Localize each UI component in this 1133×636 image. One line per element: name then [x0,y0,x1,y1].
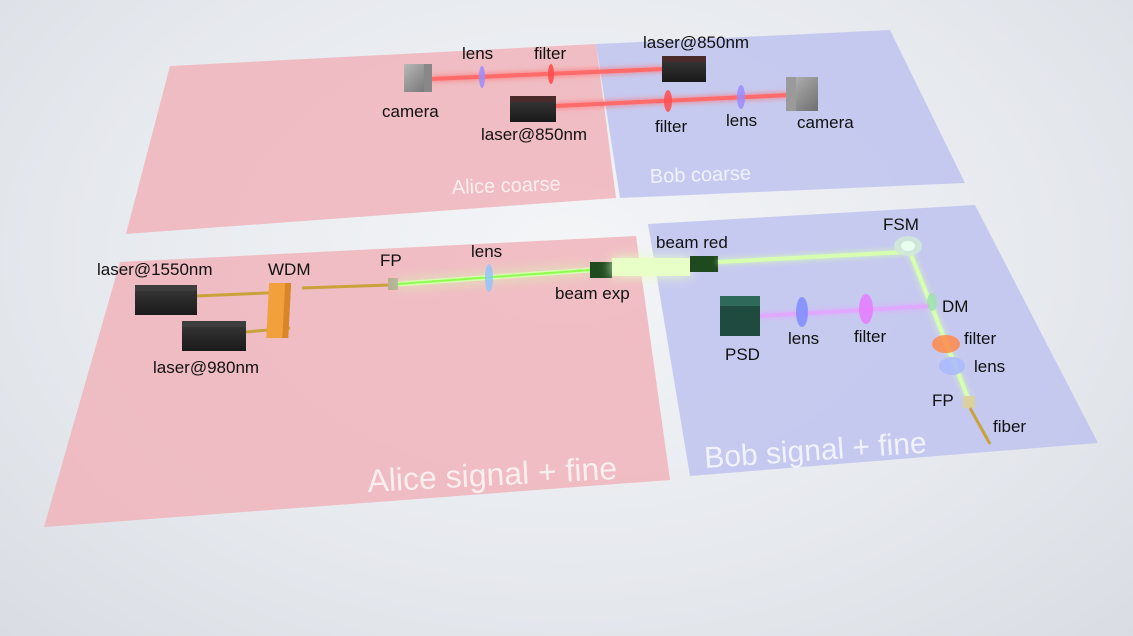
bob-lens2-label: lens [974,357,1005,376]
dm [927,293,937,311]
fiber-wdm-to-fp [301,283,391,290]
bob-fiber [968,407,992,445]
bob-fp [963,396,975,408]
bob-filter-label: filter [854,327,886,346]
bob-coarse-laser-box [662,56,706,82]
wdm-label: WDM [268,260,310,279]
bob-lens2 [939,357,965,375]
wdm [266,283,292,338]
alice-coarse-camera-label: camera [382,102,439,121]
bob-coarse-lens-label: lens [726,111,757,130]
bob-coarse-laser-label: laser@850nm [643,33,749,52]
alice-coarse-filter [548,64,554,84]
bob-coarse-filter-label: filter [655,117,687,136]
bob-lens-label: lens [788,329,819,348]
beam-exp-label: beam exp [555,284,630,303]
fsm [894,236,922,256]
alice-coarse-lens [479,66,485,88]
bob-coarse-filter [664,90,672,112]
bob-coarse-lens [737,85,745,109]
psd-label: PSD [725,345,760,364]
bob-coarse-camera [786,77,818,111]
alice-coarse-laser [510,96,556,122]
bob-violet-beam [759,304,931,318]
laser-980-label: laser@980nm [153,358,259,377]
laser-980 [182,321,246,351]
alice-fp-label: FP [380,251,402,270]
bob-lens [796,297,808,327]
bob-filter [859,294,873,324]
alice-coarse-lens-label: lens [462,44,493,63]
alice-fp [388,278,398,290]
alice-green-beam-core [397,269,591,285]
bob-coarse-red-beam [554,93,791,108]
alice-lens [485,264,493,292]
alice-coarse-camera [404,64,432,92]
laser-1550 [135,285,197,315]
bob-filter2-label: filter [964,329,996,348]
alice-coarse-filter-label: filter [534,44,566,63]
alice-signal-region [44,236,670,527]
bob-filter2 [932,335,960,353]
fsm-label: FSM [883,215,919,234]
bob-fp-label: FP [932,391,954,410]
bob-green-beam [717,250,906,264]
laser-1550-label: laser@1550nm [97,260,213,279]
fiber-label: fiber [993,417,1026,436]
alice-lens-label: lens [471,242,502,261]
alice-coarse-region [126,44,616,234]
bob-signal-region [648,205,1098,476]
beam-expander [590,256,718,278]
alice-coarse-laser-label: laser@850nm [481,125,587,144]
beam-red-label: beam red [656,233,728,252]
dm-label: DM [942,297,968,316]
bob-coarse-camera-label: camera [797,113,854,132]
alice-coarse-red-beam [429,67,665,81]
bob-coarse-title: Bob coarse [649,162,751,188]
alice-coarse-title: Alice coarse [451,173,561,199]
psd [720,296,760,336]
